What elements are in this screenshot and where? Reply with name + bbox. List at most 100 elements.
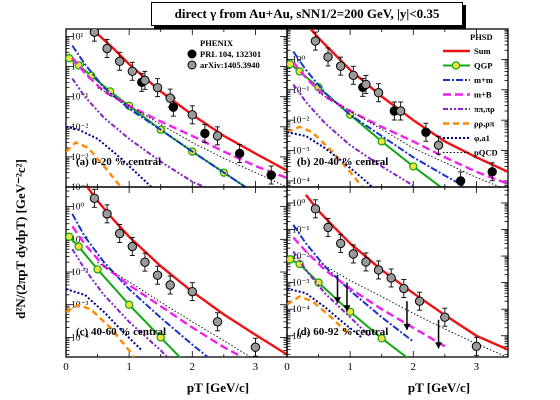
data-point — [373, 88, 384, 98]
data-point — [266, 170, 276, 180]
qgp-marker — [345, 307, 355, 316]
data-point — [414, 296, 425, 306]
model-legend-entry: pQCD — [474, 148, 498, 158]
series-line-QGP — [68, 57, 248, 187]
panel-frame — [286, 186, 509, 358]
x-tick-label: 1 — [347, 361, 353, 373]
data-point — [250, 342, 261, 352]
y-tick-label: 10⁻² — [71, 123, 89, 133]
data-point — [348, 249, 358, 259]
y-tick-label: 10⁻² — [292, 252, 310, 262]
data-point — [310, 204, 321, 214]
data-point — [335, 238, 346, 249]
y-tick-label: 10⁻³ — [292, 279, 310, 289]
data-point — [187, 110, 197, 120]
series-line-ππ,πρ — [292, 83, 414, 187]
series-line-φ,a1 — [66, 125, 153, 187]
data-legend-header: PHENIX — [200, 38, 234, 48]
data-point — [471, 341, 482, 352]
data-point — [140, 257, 150, 267]
data-point — [89, 29, 100, 37]
upper-limit-arrowhead — [343, 305, 351, 312]
figure-title: direct γ from Au+Au, sNN1/2=200 GeV, |y|… — [151, 2, 463, 26]
y-tick-label: 10⁰ — [71, 203, 85, 213]
y-tick-label: 10⁻³ — [71, 153, 89, 163]
data-point — [386, 273, 396, 283]
series-line-ρρ,ρπ — [287, 125, 364, 187]
x-axis-label-right: pT [GeV/c] — [407, 380, 471, 395]
model-legend-entry: ρρ,ρπ — [474, 119, 495, 129]
data-point — [399, 283, 409, 294]
series-line-m+B — [292, 61, 508, 186]
qgp-marker — [377, 334, 386, 343]
data-point — [373, 265, 384, 275]
x-axis-label-left: pT [GeV/c] — [186, 380, 250, 395]
qgp-marker — [377, 137, 386, 146]
data-point — [114, 56, 125, 67]
model-legend-marker — [451, 61, 461, 70]
data-point — [433, 140, 444, 150]
model-legend-entry: φ,a1 — [474, 133, 490, 143]
upper-limit-arrowhead — [334, 297, 342, 304]
data-point — [127, 241, 138, 252]
data-point — [323, 222, 333, 233]
series-line-ππ,πρ — [71, 78, 208, 187]
model-legend-entry: ππ,πρ — [474, 104, 495, 114]
y-tick-label: 10¹ — [71, 33, 84, 43]
series-line-m+m — [292, 224, 414, 343]
series-line-φ,a1 — [66, 288, 143, 352]
panel-label: (a) 0-20 % central — [76, 156, 161, 168]
series-line-pQCD — [97, 261, 252, 357]
qgp-marker — [74, 242, 83, 251]
y-tick-label: 10⁻¹ — [292, 86, 310, 96]
series-line-ρρ,ρπ — [287, 295, 351, 337]
series-line-m+B — [292, 236, 446, 348]
model-legend-header: PHSD — [470, 32, 493, 42]
y-tick-label: 10⁻¹ — [71, 235, 89, 245]
qgp-marker — [473, 208, 480, 215]
series-line-ππ,πρ — [71, 248, 169, 357]
qgp-marker — [93, 265, 102, 274]
qgp-marker — [124, 300, 134, 309]
data-point — [165, 93, 175, 103]
y-tick-label: 10⁻⁴ — [71, 333, 90, 343]
data-point — [127, 66, 138, 76]
x-tick-label: 2 — [411, 361, 417, 373]
data-point — [440, 312, 450, 322]
model-legend-entry: m+m — [474, 75, 493, 85]
series-line-ρρ,ρπ — [66, 303, 135, 357]
data-point — [140, 75, 150, 86]
series-line-m+m — [71, 45, 248, 187]
qgp-marker — [156, 333, 165, 342]
panel-label: (c) 40-60 % central — [76, 326, 166, 338]
panel-label: (d) 60-92 % central — [297, 326, 388, 338]
data-point — [421, 127, 431, 137]
qgp-marker — [287, 59, 295, 69]
data-point — [152, 270, 163, 280]
data-legend-entry: PRL 104, 132301 — [200, 49, 261, 59]
y-tick-label: 10⁻² — [292, 116, 310, 126]
qgp-marker — [66, 232, 74, 241]
series-line-m+B — [71, 225, 245, 357]
data-point — [310, 36, 321, 46]
data-point — [234, 148, 245, 159]
y-tick-label: 10⁻² — [71, 268, 89, 278]
series-line-m+m — [292, 51, 468, 187]
data-point — [187, 286, 197, 297]
data-point — [212, 317, 223, 327]
data-point — [335, 61, 346, 71]
series-line-φ,a1 — [287, 287, 364, 340]
x-tick-label: 0 — [63, 361, 69, 373]
data-point — [348, 70, 358, 80]
model-legend-entry: Sum — [474, 46, 491, 56]
data-legend-entry: arXiv:1405.3940 — [200, 60, 260, 70]
y-axis-label: d²N/(2πpT dydpT) [GeV⁻²c²] — [13, 159, 28, 319]
series-line-Sum — [91, 29, 287, 172]
data-point — [200, 128, 210, 139]
data-point — [212, 131, 223, 141]
model-legend-entry: QGP — [474, 61, 492, 71]
data-legend-marker — [187, 60, 197, 70]
x-tick-label: 2 — [190, 361, 196, 373]
data-point — [361, 79, 371, 90]
